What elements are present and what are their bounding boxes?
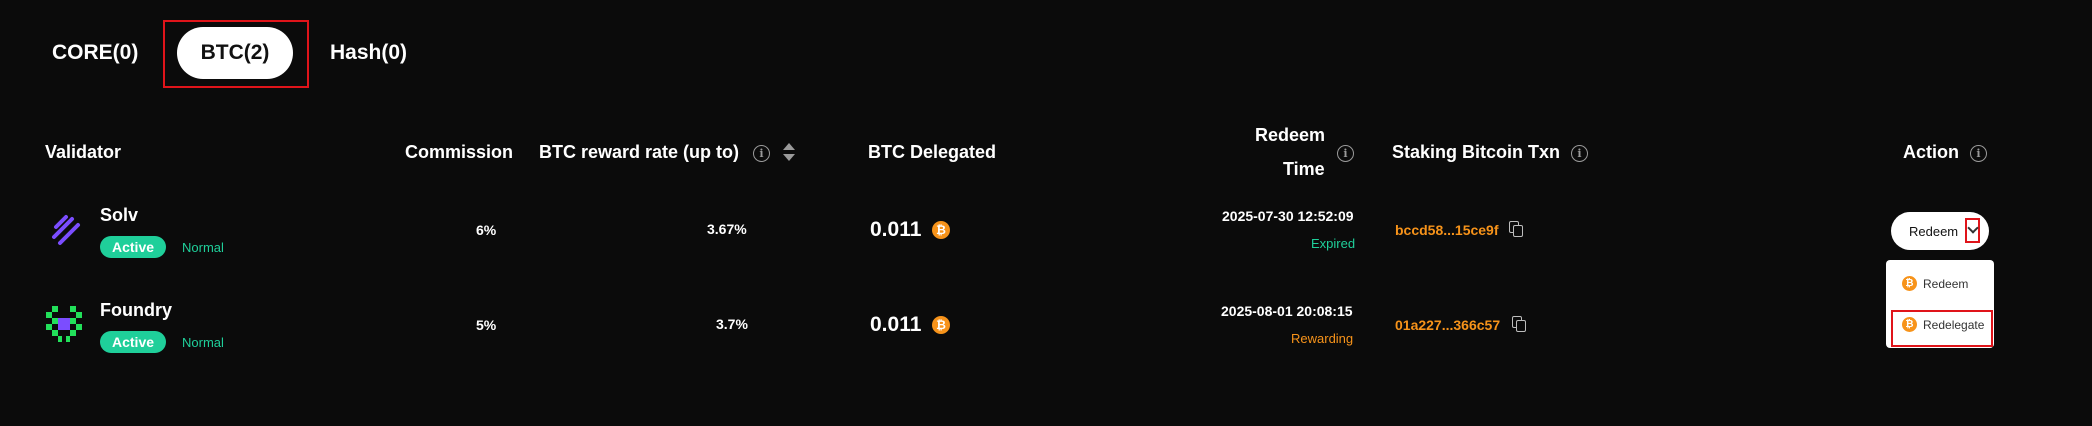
- header-staking-txn: Staking Bitcoin Txn: [1392, 142, 1561, 162]
- solv-logo-icon: [52, 215, 80, 245]
- commission-value: 6%: [476, 222, 497, 238]
- tab-core[interactable]: CORE(0): [52, 41, 139, 64]
- staking-txn-link[interactable]: 01a227...366c57: [1395, 317, 1501, 333]
- reward-rate-value: 3.67%: [707, 221, 747, 237]
- copy-icon[interactable]: [1512, 316, 1526, 332]
- header-validator: Validator: [45, 142, 122, 162]
- menu-item-highlight: [1891, 310, 1993, 347]
- bitcoin-icon: ₿: [1902, 317, 1917, 332]
- staking-txn-link[interactable]: bccd58...15ce9f: [1395, 222, 1499, 238]
- status-badge: Active: [100, 331, 167, 353]
- validator-name[interactable]: Foundry: [100, 300, 172, 320]
- header-reward-rate[interactable]: BTC reward rate (up to): [539, 142, 740, 162]
- validator-tag: Normal: [182, 335, 224, 350]
- header-redeem-time-line2: Time: [1283, 159, 1325, 179]
- redeem-time: 2025-07-30 12:52:09: [1222, 208, 1354, 224]
- status-badge: Active: [100, 236, 167, 258]
- stake-status: Rewarding: [1291, 331, 1354, 346]
- header-redeem-time-line1: Redeem: [1255, 125, 1326, 145]
- menu-item-redelegate[interactable]: ₿ Redelegate: [1902, 317, 1984, 332]
- header-action: Action: [1903, 142, 1959, 162]
- sort-icon[interactable]: [783, 142, 795, 164]
- delegated-amount: 0.011: [870, 313, 922, 336]
- dropdown-toggle-highlight[interactable]: [1965, 218, 1980, 243]
- validator-tag: Normal: [182, 240, 224, 255]
- redeem-button-label: Redeem: [1909, 223, 1959, 239]
- tab-btc-highlight: [163, 20, 309, 88]
- bitcoin-icon: ₿: [932, 316, 950, 334]
- delegated-amount: 0.011: [870, 218, 922, 241]
- bitcoin-icon: ₿: [932, 221, 950, 239]
- foundry-logo-icon: [46, 306, 82, 342]
- tab-btc[interactable]: BTC(2): [177, 27, 293, 79]
- copy-icon[interactable]: [1509, 221, 1523, 237]
- info-icon[interactable]: i: [1337, 145, 1354, 162]
- redeem-time: 2025-08-01 20:08:15: [1221, 303, 1353, 319]
- header-btc-delegated: BTC Delegated: [868, 142, 997, 162]
- menu-item-redeem[interactable]: ₿ Redeem: [1902, 276, 1968, 291]
- action-dropdown-menu: [1886, 260, 1994, 348]
- tab-hash[interactable]: Hash(0): [330, 41, 408, 64]
- validator-name[interactable]: Solv: [100, 205, 139, 225]
- reward-rate-value: 3.7%: [716, 316, 748, 332]
- menu-item-label: Redeem: [1923, 276, 1969, 291]
- info-icon[interactable]: i: [753, 145, 770, 162]
- commission-value: 5%: [476, 317, 497, 333]
- stake-status: Expired: [1311, 236, 1356, 251]
- bitcoin-icon: ₿: [1902, 276, 1917, 291]
- header-commission: Commission: [405, 142, 514, 162]
- info-icon[interactable]: i: [1571, 145, 1588, 162]
- menu-item-label: Redelegate: [1923, 317, 1985, 332]
- info-icon[interactable]: i: [1970, 145, 1987, 162]
